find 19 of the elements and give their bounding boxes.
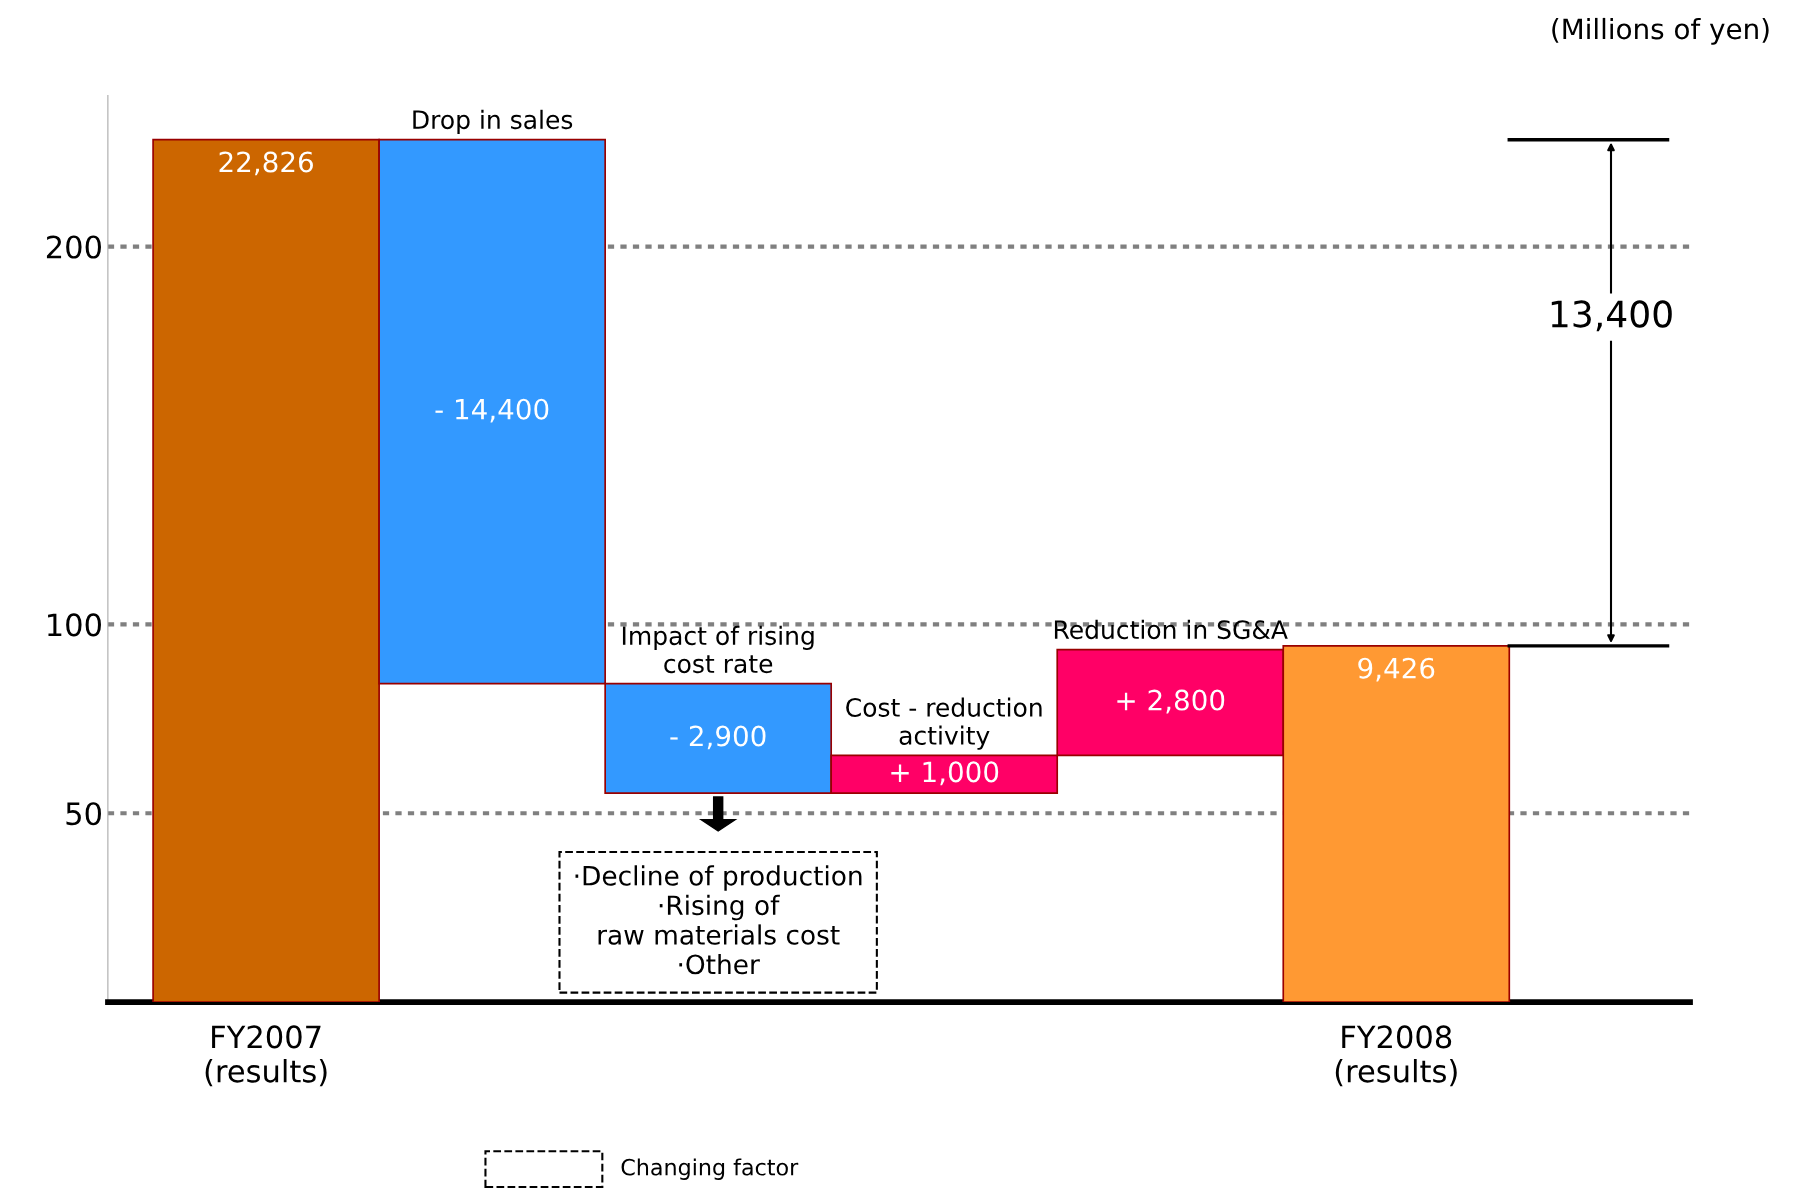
text: Changing factor xyxy=(621,1158,799,1180)
x-tick-label: FY2007 (results) xyxy=(205,1025,327,1087)
annotation: - 2,900 xyxy=(670,725,766,750)
annotation: 13,400 xyxy=(1551,300,1672,332)
annotation: 9,426 xyxy=(1358,657,1435,682)
annotation: - 14,400 xyxy=(435,398,549,423)
annotation: + 2,800 xyxy=(1117,689,1225,714)
y-tick-label: 200 xyxy=(46,235,101,259)
annotation: ·Decline of production ·Rising of raw materials cost ·Other xyxy=(575,865,862,975)
annotation: 22,826 xyxy=(219,151,313,176)
x-tick-label: Drop in sales xyxy=(413,109,573,134)
x-tick-label: Cost - reduction activity xyxy=(846,697,1042,750)
x-tick-label: Reduction in SG&A xyxy=(1054,619,1288,640)
x-tick-label: FY2008 (results) xyxy=(1335,1025,1457,1087)
annotation: + 1,000 xyxy=(891,761,999,786)
y-tick-label: 50 xyxy=(66,802,101,826)
text: (Millions of yen) xyxy=(1552,17,1769,45)
y-tick-label: 100 xyxy=(48,613,101,637)
x-tick-label: Impact of rising cost rate xyxy=(622,625,814,674)
